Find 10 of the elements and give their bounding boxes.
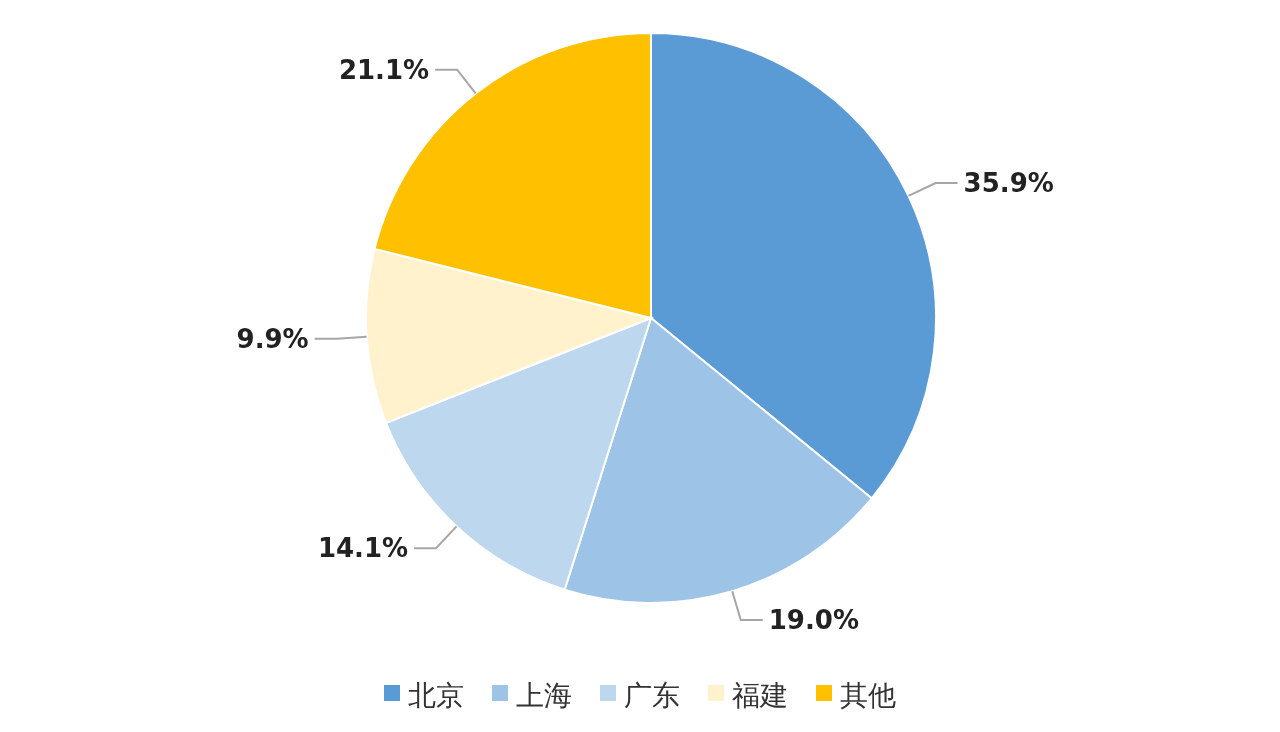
legend-label: 福建 (732, 679, 788, 712)
legend-label: 上海 (516, 679, 572, 712)
data-label: 19.0% (768, 604, 859, 635)
data-label: 14.1% (317, 533, 409, 564)
legend-label: 其他 (840, 679, 896, 712)
legend-label: 广东 (624, 679, 680, 712)
data-label: 21.1% (338, 54, 430, 85)
legend-label: 北京 (408, 679, 464, 712)
data-label: 35.9% (963, 167, 1054, 198)
data-label: 9.9% (236, 323, 309, 354)
